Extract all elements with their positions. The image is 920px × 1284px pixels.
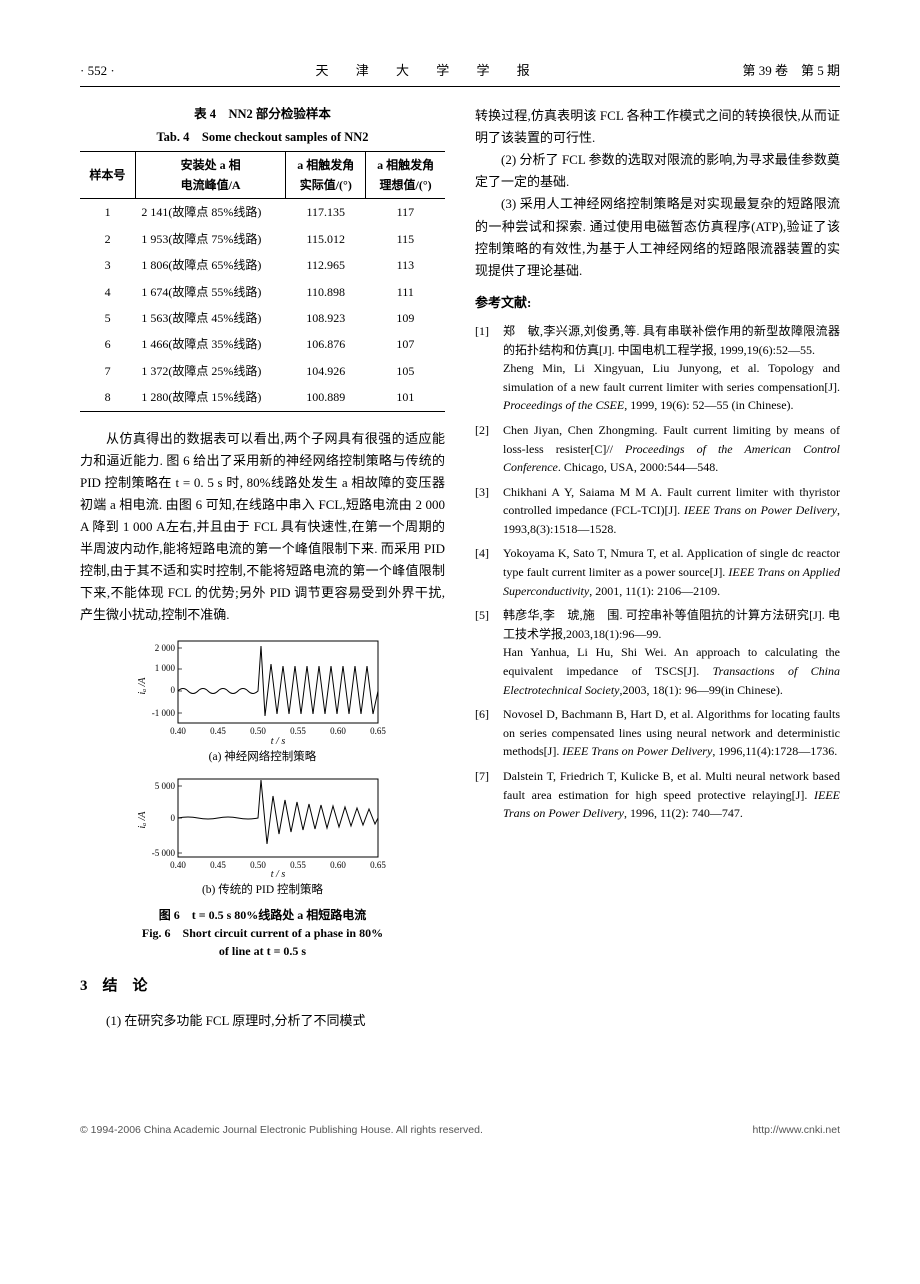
svg-text:t / s: t / s — [270, 736, 285, 746]
right-cont: 转换过程,仿真表明该 FCL 各种工作模式之间的转换很快,从而证明了该装置的可行… — [475, 105, 840, 149]
th-sample: 样本号 — [80, 151, 135, 199]
fig6a-caption: (a) 神经网络控制策略 — [80, 748, 445, 768]
fig6b-plot: 5 000 0 -5 000 0.40 0.45 0.50 0.55 0.60 … — [133, 774, 393, 879]
section-3-heading: 3 结 论 — [80, 974, 445, 1000]
svg-text:0.45: 0.45 — [210, 860, 226, 870]
svg-text:0.65: 0.65 — [370, 860, 386, 870]
reference-item: [7]Dalstein T, Friedrich T, Kulicke B, e… — [475, 767, 840, 823]
table-row: 61 466(故障点 35%线路)106.876107 — [80, 331, 445, 357]
issue-info: 第 39 卷 第 5 期 — [742, 60, 840, 82]
right-p3: (3) 采用人工神经网络控制策略是对实现最复杂的短路限流的一种尝试和探索. 通过… — [475, 193, 840, 281]
table4-caption-en: Tab. 4 Some checkout samples of NN2 — [80, 128, 445, 147]
table-row: 41 674(故障点 55%线路)110.898111 — [80, 279, 445, 305]
reference-item: [5]韩彦华,李 琥,施 围. 可控串补等值阻抗的计算方法研究[J]. 电工技术… — [475, 606, 840, 699]
svg-text:0.50: 0.50 — [250, 726, 266, 736]
svg-text:iₐ /A: iₐ /A — [137, 677, 148, 695]
left-column: 表 4 NN2 部分检验样本 Tab. 4 Some checkout samp… — [80, 105, 445, 1032]
fig6b-caption: (b) 传统的 PID 控制策略 — [80, 881, 445, 901]
svg-text:-5 000: -5 000 — [151, 848, 175, 858]
right-p2: (2) 分析了 FCL 参数的选取对限流的影响,为寻求最佳参数奠定了一定的基础. — [475, 149, 840, 193]
table-row: 12 141(故障点 85%线路)117.135117 — [80, 199, 445, 226]
fig6-title-cn: 图 6 t = 0.5 s 80%线路处 a 相短路电流 — [80, 906, 445, 924]
reference-item: [1]郑 敏,李兴源,刘俊勇,等. 具有串联补偿作用的新型故障限流器的拓扑结构和… — [475, 322, 840, 415]
svg-text:0.55: 0.55 — [290, 726, 306, 736]
svg-text:0.60: 0.60 — [330, 726, 346, 736]
reference-item: [2]Chen Jiyan, Chen Zhongming. Fault cur… — [475, 421, 840, 477]
svg-text:0.40: 0.40 — [170, 726, 186, 736]
svg-text:t / s: t / s — [270, 869, 285, 879]
svg-text:0.65: 0.65 — [370, 726, 386, 736]
references-heading: 参考文献: — [475, 292, 840, 314]
paragraph-1: 从仿真得出的数据表可以看出,两个子网具有很强的适应能力和逼近能力. 图 6 给出… — [80, 428, 445, 627]
svg-text:0.50: 0.50 — [250, 860, 266, 870]
svg-text:2 000: 2 000 — [154, 643, 175, 653]
section-3-p1: (1) 在研究多功能 FCL 原理时,分析了不同模式 — [80, 1010, 445, 1032]
svg-text:1 000: 1 000 — [154, 663, 175, 673]
svg-text:5 000: 5 000 — [154, 781, 175, 791]
th-ideal: a 相触发角 理想值/(°) — [366, 151, 445, 199]
reference-item: [4]Yokoyama K, Sato T, Nmura T, et al. A… — [475, 544, 840, 600]
svg-text:-1 000: -1 000 — [151, 708, 175, 718]
footer-url: http://www.cnki.net — [752, 1122, 840, 1140]
th-actual: a 相触发角 实际值/(°) — [286, 151, 366, 199]
svg-text:0: 0 — [170, 813, 175, 823]
svg-text:0.55: 0.55 — [290, 860, 306, 870]
table-row: 21 953(故障点 75%线路)115.012115 — [80, 226, 445, 252]
table4: 样本号 安装处 a 相 电流峰值/A a 相触发角 实际值/(°) a 相触发角… — [80, 151, 445, 412]
journal-title: 天 津 大 学 学 报 — [315, 60, 541, 82]
table-row: 81 280(故障点 15%线路)100.889101 — [80, 384, 445, 411]
page-footer: © 1994-2006 China Academic Journal Elect… — [80, 1122, 840, 1140]
fig6a-plot: 2 000 1 000 0 -1 000 0.40 0.45 0.50 0.55 — [133, 636, 393, 746]
page-number: · 552 · — [80, 60, 115, 82]
reference-item: [3]Chikhani A Y, Saiama M M A. Fault cur… — [475, 483, 840, 539]
svg-text:0.40: 0.40 — [170, 860, 186, 870]
fig6-title-en1: Fig. 6 Short circuit current of a phase … — [80, 924, 445, 942]
reference-item: [6]Novosel D, Bachmann B, Hart D, et al.… — [475, 705, 840, 761]
svg-text:0: 0 — [170, 685, 175, 695]
table-row: 51 563(故障点 45%线路)108.923109 — [80, 305, 445, 331]
figure-6: 2 000 1 000 0 -1 000 0.40 0.45 0.50 0.55 — [80, 636, 445, 960]
th-current: 安装处 a 相 电流峰值/A — [135, 151, 286, 199]
footer-copyright: © 1994-2006 China Academic Journal Elect… — [80, 1122, 483, 1140]
fig6-title-en2: of line at t = 0.5 s — [80, 942, 445, 960]
svg-text:0.45: 0.45 — [210, 726, 226, 736]
references-list: [1]郑 敏,李兴源,刘俊勇,等. 具有串联补偿作用的新型故障限流器的拓扑结构和… — [475, 322, 840, 823]
table-row: 71 372(故障点 25%线路)104.926105 — [80, 358, 445, 384]
page-header: · 552 · 天 津 大 学 学 报 第 39 卷 第 5 期 — [80, 60, 840, 87]
table-row: 31 806(故障点 65%线路)112.965113 — [80, 252, 445, 278]
table4-caption-cn: 表 4 NN2 部分检验样本 — [80, 105, 445, 124]
right-column: 转换过程,仿真表明该 FCL 各种工作模式之间的转换很快,从而证明了该装置的可行… — [475, 105, 840, 1032]
svg-text:0.60: 0.60 — [330, 860, 346, 870]
svg-text:iₐ /A: iₐ /A — [137, 810, 148, 828]
